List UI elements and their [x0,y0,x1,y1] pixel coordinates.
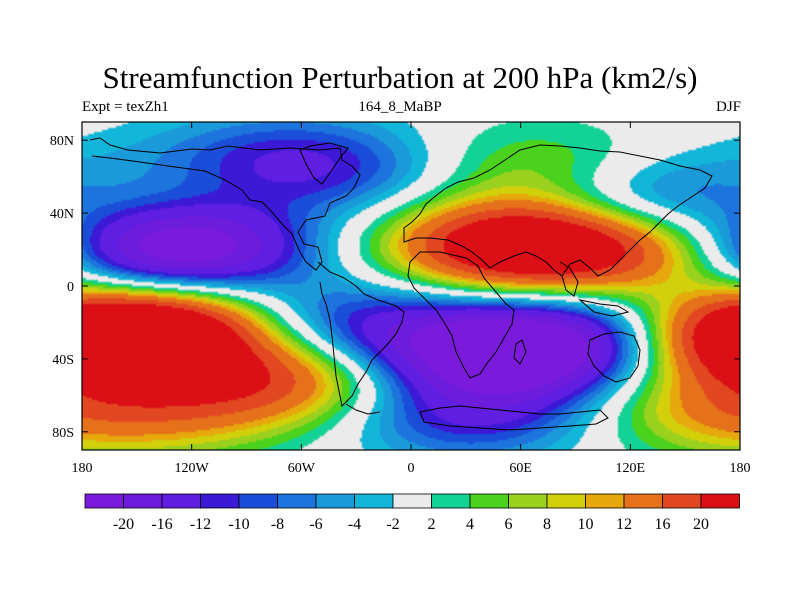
streamfunction-field [82,122,740,450]
colorbar-label: 10 [578,516,594,533]
coastline-south-america [317,261,405,408]
case-label: 164_8_MaBP [358,99,442,115]
colorbar-swatch [315,493,355,509]
colorbar-swatch [700,493,740,509]
colorbar-swatch [123,493,163,509]
colorbar-label: 8 [543,516,551,533]
lon-tick-label: 120W [175,461,210,476]
colorbar-label: 16 [655,516,671,533]
coastline-north-america [89,137,361,271]
lon-tick-label: 60W [288,461,316,476]
colorbar-swatch [508,493,548,509]
lon-tick-label: 0 [408,461,415,476]
colorbar-swatch [431,493,471,509]
colorbar-label: -8 [271,516,284,533]
lon-tick-label: 120E [616,461,646,476]
colorbar-label: 6 [505,516,513,533]
colorbar-swatch [546,493,586,509]
lon-tick-label: 180 [72,461,93,476]
coastline-maritime-continent [578,299,630,317]
colorbar-swatch [161,493,201,509]
colorbar-label: -4 [348,516,361,533]
coastline-eurasia [403,144,713,277]
colorbar-label: -6 [309,516,322,533]
colorbar-swatch [238,493,278,509]
colorbar-swatch [469,493,509,509]
colorbar-swatch [623,493,663,509]
colorbar-swatch [84,493,124,509]
colorbar-label: -12 [190,516,211,533]
colorbar-label: 12 [616,516,632,533]
lon-tick-label: 180 [730,461,751,476]
longitude-axis: 180 120W 60W 0 60E 120E 180 [72,122,751,476]
lat-tick-label: 80S [52,426,74,441]
colorbar-label: -16 [151,516,172,533]
latitude-axis: 80N 40N 0 40S 80S [50,134,740,441]
colorbar-swatch [200,493,240,509]
map-title: Streamfunction Perturbation at 200 hPa (… [102,60,698,95]
lon-tick-label: 60E [509,461,532,476]
colorbar-label: -20 [113,516,134,533]
lat-tick-label: 40N [50,207,74,222]
coastline-australia [587,331,641,383]
colorbar-swatch [277,493,317,509]
colorbar-label: -2 [386,516,399,533]
lat-tick-label: 80N [50,134,74,149]
colorbar-swatch [662,493,702,509]
colorbar-label: -10 [228,516,249,533]
coastline-antarctic-peninsula [345,403,381,415]
coastline-greenland [299,142,349,185]
coastlines [89,137,713,431]
colorbar-swatch [585,493,625,509]
colorbar-label: 20 [693,516,709,533]
coastline-africa [407,251,515,379]
coastline-antarctica [419,405,609,431]
season-label: DJF [715,99,741,115]
lat-tick-label: 40S [52,353,74,368]
colorbar-label: 2 [428,516,436,533]
colorbar-label: 4 [466,516,474,533]
coastline-madagascar [513,339,527,365]
coastline-india [559,261,579,297]
lat-tick-label: 0 [67,280,74,295]
colorbar-swatch [392,493,432,509]
experiment-label: Expt = texZh1 [82,99,169,115]
colorbar-swatch [354,493,394,509]
